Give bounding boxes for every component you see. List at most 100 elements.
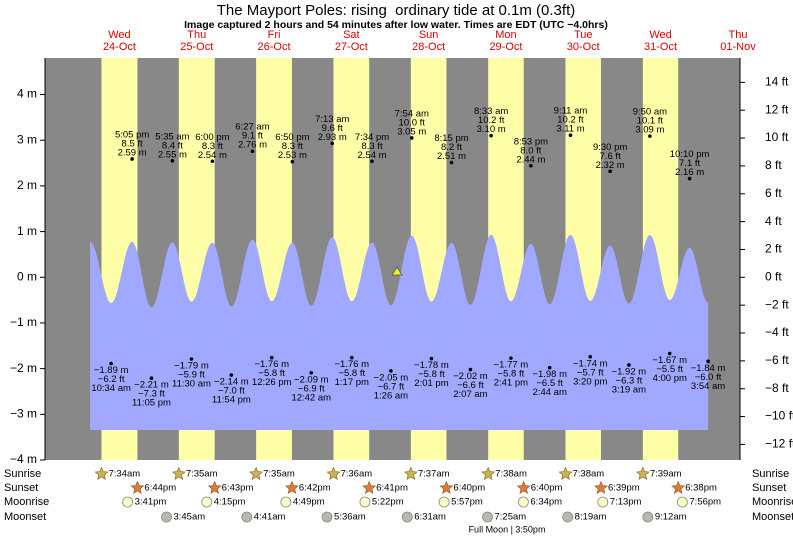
y2-tick-label: 0 ft (765, 269, 782, 283)
tide-m: 2.32 m (596, 160, 625, 171)
tide-point (547, 365, 552, 370)
sunset-time: 6:40pm (453, 483, 485, 494)
moonrise-time: 6:34pm (530, 497, 562, 508)
sunset-time: 6:38pm (685, 483, 717, 494)
tide-m: −1.76 m (254, 359, 289, 370)
tide-m: −1.89 m (94, 365, 129, 376)
y2-tick-label: −2 ft (765, 297, 789, 311)
tide-ft: 8.3 ft (282, 141, 303, 152)
tide-time: 2:01 pm (414, 378, 448, 389)
y2-tick-label: −8 ft (765, 381, 789, 395)
tide-ft: 8.3 ft (361, 141, 382, 152)
y-tick-label: −2 m (10, 361, 37, 375)
moonrise-time: 3:41pm (135, 497, 167, 508)
tide-m: −1.76 m (334, 359, 369, 370)
day-date: 29-Oct (489, 41, 522, 53)
tide-point (109, 361, 113, 366)
moonset-icon (562, 511, 574, 523)
tide-m: 2.44 m (516, 154, 545, 165)
tide-m: 2.55 m (158, 149, 187, 160)
tide-point (429, 356, 434, 361)
tide-point (250, 149, 255, 153)
sunset-time: 6:40pm (531, 483, 563, 494)
tide-point (627, 363, 631, 367)
sunset-icon (671, 480, 686, 494)
tide-point (449, 160, 454, 165)
y2-tick-label: −12 ft (765, 437, 793, 451)
tide-ft: 7.1 ft (679, 158, 700, 169)
sunrise-time: 7:36am (340, 469, 372, 480)
tide-m: 2.93 m (318, 132, 347, 143)
tide-m: −2.02 m (453, 371, 488, 382)
row-label: Moonset (4, 511, 46, 523)
y-tick-label: 4 m (17, 87, 37, 101)
tide-ft: 8.3 ft (202, 141, 223, 152)
moonrise-time: 5:22pm (372, 497, 404, 508)
tide-time: 6:50 pm (275, 132, 309, 143)
row-label-right: Moonset (752, 511, 793, 523)
tide-m: 3.09 m (635, 125, 664, 136)
tide-ft: −6.9 ft (298, 383, 325, 394)
tide-ft: 8.5 ft (122, 138, 143, 149)
tide-m: 3.11 m (556, 124, 584, 135)
day-date: 26-Oct (258, 41, 291, 53)
moonrise-time: 4:15pm (214, 497, 246, 508)
tide-time: 2:07 am (453, 389, 487, 400)
day-weekday: Wed (108, 29, 130, 41)
tide-m: 3.10 m (477, 124, 506, 135)
day-weekday: Fri (268, 29, 281, 41)
tide-point (349, 355, 354, 360)
tide-time: 9:11 am (554, 106, 588, 117)
tide-ft: 8.4 ft (162, 140, 183, 151)
water-area (90, 234, 709, 430)
tide-m: 2.53 m (278, 150, 307, 161)
tide-m: −2.14 m (214, 377, 249, 388)
tide-m: −1.77 m (494, 360, 529, 371)
row-label: Sunrise (4, 468, 41, 480)
tide-time: 5:05 pm (115, 129, 149, 140)
tide-ft: −6.0 ft (695, 372, 722, 383)
sunrise-time: 7:39am (650, 469, 682, 480)
tide-point (130, 157, 134, 161)
sunrise-time: 7:38am (572, 469, 604, 480)
row-label: Sunset (4, 482, 38, 494)
tide-m: −1.74 m (573, 358, 608, 369)
y2-tick-label: 8 ft (765, 158, 782, 172)
moonrise-icon (122, 496, 134, 508)
sunset-time: 6:44pm (144, 483, 176, 494)
moonrise-time: 7:13pm (610, 497, 642, 508)
sunrise-time: 7:35am (186, 469, 218, 480)
day-weekday: Wed (649, 29, 671, 41)
tide-ft: 7.6 ft (600, 151, 621, 162)
day-date: 31-Oct (644, 41, 677, 53)
sunrise-time: 7:38am (495, 469, 527, 480)
tide-ft: −6.7 ft (378, 381, 405, 392)
tide-point (290, 159, 295, 164)
sunrise-icon (94, 466, 109, 480)
y-tick-label: −4 m (10, 452, 37, 466)
day-weekday: Sat (343, 29, 360, 41)
tide-time: 1:17 pm (335, 377, 369, 388)
row-label-right: Sunset (752, 482, 786, 494)
tide-point (468, 367, 473, 372)
tide-m: −1.67 m (652, 355, 687, 366)
day-weekday: Thu (729, 29, 748, 41)
tide-point (370, 159, 374, 164)
tide-point (687, 176, 692, 181)
tide-point (189, 357, 194, 361)
sunset-time: 6:39pm (608, 483, 640, 494)
tide-time: 11:05 pm (132, 398, 171, 409)
moonrise-time: 5:57pm (451, 497, 483, 508)
moonset-icon (161, 511, 172, 523)
row-label-right: Sunrise (752, 468, 789, 480)
tide-time: 3:54 am (691, 381, 725, 392)
tide-time: 6:27 am (235, 122, 269, 133)
moon-phase: Full Moon | 3:50pm (469, 524, 546, 534)
tide-time: 4:00 pm (653, 373, 687, 384)
y-tick-label: 0 m (17, 269, 37, 283)
sunset-icon (284, 480, 299, 494)
day-date: 28-Oct (412, 41, 445, 53)
tide-point (489, 133, 493, 138)
sunrise-time: 7:34am (108, 469, 140, 480)
tide-point (269, 355, 274, 360)
